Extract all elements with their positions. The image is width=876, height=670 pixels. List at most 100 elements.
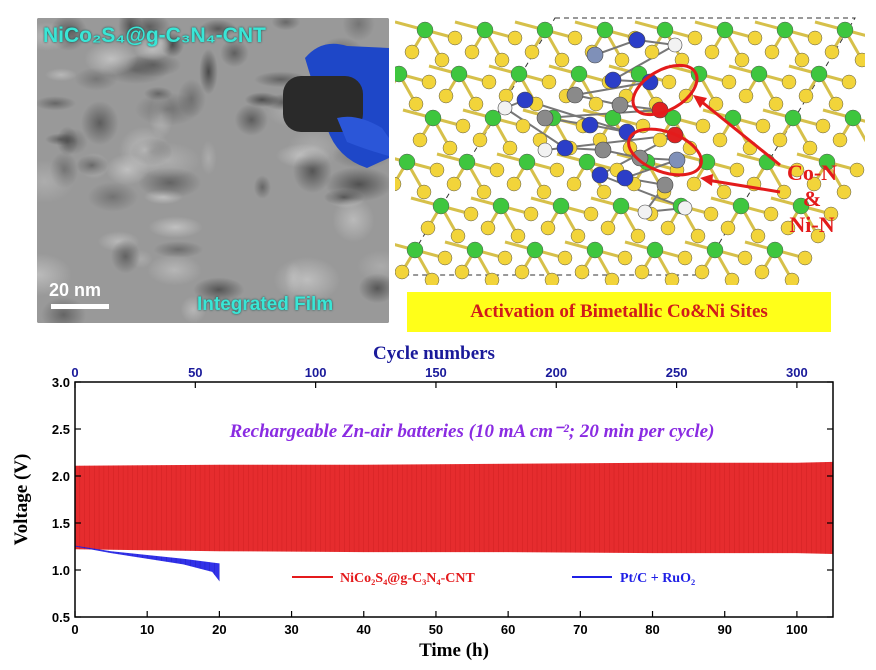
s-atom xyxy=(489,162,505,178)
s-atom xyxy=(686,176,702,192)
x2-tick-label: 200 xyxy=(545,365,567,380)
tem-particle xyxy=(180,296,207,323)
ni-atom xyxy=(450,65,468,83)
h-atom xyxy=(537,142,553,158)
s-atom xyxy=(450,228,466,244)
x2-tick-label: 150 xyxy=(425,365,447,380)
ni-atom xyxy=(784,109,802,127)
s-atom xyxy=(494,52,510,68)
s-atom xyxy=(784,272,800,288)
s-atom xyxy=(394,264,410,280)
s-atom xyxy=(455,118,471,134)
tem-particle xyxy=(234,103,269,136)
s-atom xyxy=(437,250,453,266)
scale-bar-label: 20 nm xyxy=(49,280,102,300)
s-atom xyxy=(583,206,599,222)
s-atom xyxy=(463,206,479,222)
s-atom xyxy=(849,162,865,178)
s-atom xyxy=(404,44,420,60)
s-atom xyxy=(703,206,719,222)
tem-particle xyxy=(37,160,74,203)
ni-n-highlight xyxy=(627,127,703,177)
ni-atom xyxy=(390,65,408,83)
tem-particle xyxy=(110,239,141,274)
s-atom xyxy=(523,206,539,222)
s-atom xyxy=(497,250,513,266)
s-atom xyxy=(570,228,586,244)
tem-particle xyxy=(81,100,119,146)
s-atom xyxy=(424,272,440,288)
x-tick-label: 10 xyxy=(140,622,154,637)
chart-svg: 0 10 20 30 40 50 60 70 80 90 100 0 50 100 150 200 250 300… xyxy=(11,343,834,661)
h-atom xyxy=(667,37,683,53)
ni-atom xyxy=(416,21,434,39)
h-atom xyxy=(637,204,653,220)
s-atom xyxy=(806,176,822,192)
co-atom xyxy=(668,151,686,169)
s-atom xyxy=(734,52,750,68)
s-atom xyxy=(596,184,612,200)
s-atom xyxy=(510,228,526,244)
series-band-2 xyxy=(75,545,220,582)
ni-atom xyxy=(570,65,588,83)
ni-atom xyxy=(792,197,810,215)
s-atom xyxy=(536,184,552,200)
ni-atom xyxy=(844,109,862,127)
ni-atom xyxy=(836,21,854,39)
tem-particle xyxy=(357,250,389,283)
s-atom xyxy=(630,228,646,244)
tem-particle xyxy=(193,277,245,303)
s-atom xyxy=(438,88,454,104)
n-atom xyxy=(618,123,636,141)
annotation-line2: & xyxy=(802,186,822,211)
chart-annotation: Rechargeable Zn-air batteries (10 mA cm⁻… xyxy=(229,421,715,442)
s-atom xyxy=(712,132,728,148)
tem-particle xyxy=(37,22,74,51)
s-atom xyxy=(588,96,604,112)
ni-atom xyxy=(604,109,622,127)
annotation-line3: Ni-N xyxy=(789,212,835,237)
x-tick-label: 20 xyxy=(212,622,226,637)
s-atom xyxy=(781,74,797,90)
s-atom xyxy=(614,52,630,68)
s-atom xyxy=(716,184,732,200)
s-atom xyxy=(476,184,492,200)
ni-atom xyxy=(458,153,476,171)
s-atom xyxy=(421,74,437,90)
tem-image-panel: NiCo₂S₄@g-C₃N₄-CNT 20 nm Integrated Film xyxy=(37,18,389,323)
ni-atom xyxy=(732,197,750,215)
s-atom xyxy=(557,250,573,266)
s-atom xyxy=(678,88,694,104)
s-atom xyxy=(798,88,814,104)
h-atom xyxy=(497,100,513,116)
n-atom xyxy=(628,31,646,49)
s-atom xyxy=(447,30,463,46)
ni-atom xyxy=(510,65,528,83)
s-atom xyxy=(802,140,818,156)
s-atom xyxy=(660,220,676,236)
ni-atom xyxy=(424,109,442,127)
tem-particle xyxy=(133,37,172,61)
tem-particle xyxy=(37,96,76,111)
ni-atom xyxy=(484,109,502,127)
s-atom xyxy=(566,176,582,192)
tem-particle xyxy=(84,42,138,76)
ni-atom xyxy=(492,197,510,215)
tem-particle xyxy=(41,297,86,323)
tem-particle xyxy=(342,18,375,41)
tem-title: NiCo₂S₄@g-C₃N₄-CNT xyxy=(43,24,266,47)
x2-tick-label: 300 xyxy=(786,365,808,380)
ni-atom xyxy=(432,197,450,215)
ni-atom xyxy=(578,153,596,171)
tem-particle xyxy=(287,129,340,169)
s-atom xyxy=(729,162,745,178)
tem-particle xyxy=(284,261,303,294)
s-atom xyxy=(434,52,450,68)
s-atom xyxy=(690,228,706,244)
tem-particle xyxy=(199,48,218,95)
arrow-co-n xyxy=(696,96,781,167)
annotation-co-n: Co-N & Ni-N xyxy=(777,160,847,238)
arrow-ni-n xyxy=(706,178,781,194)
x-tick-label: 70 xyxy=(573,622,587,637)
s-atom xyxy=(754,264,770,280)
